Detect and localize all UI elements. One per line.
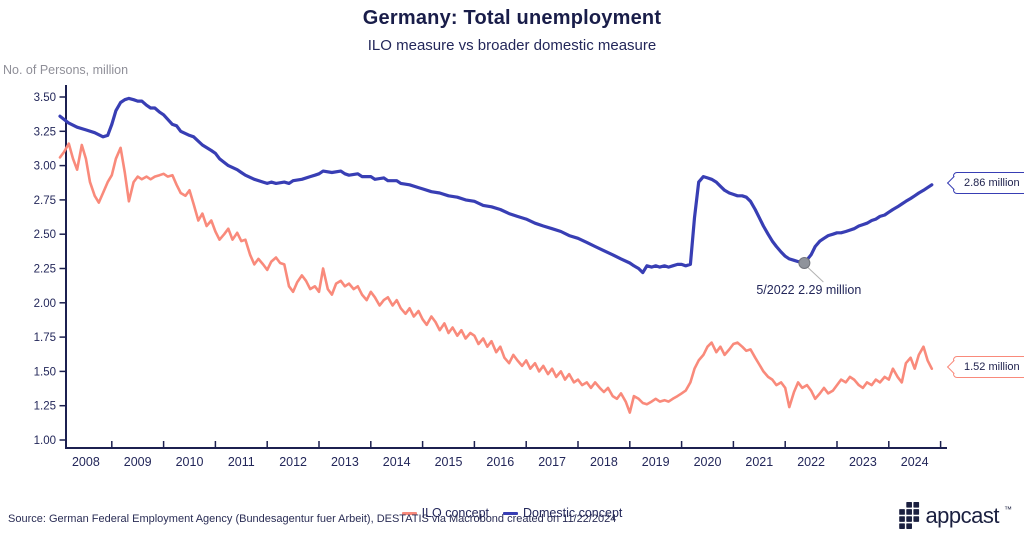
legend-label-ilo: ILO concept xyxy=(421,506,490,520)
page-title: Germany: Total unemployment xyxy=(362,7,662,29)
axes: 1.00 1.25 1.50 1.75 2.00 2.25 2.50 2.75 3.00 3.25… xyxy=(34,85,947,469)
series-line-ilo-concept xyxy=(58,142,934,414)
x-tick-label: 2015 xyxy=(435,455,463,469)
y-tick-label: 1.75 xyxy=(34,332,56,344)
y-tick-label: 3.00 xyxy=(34,161,56,173)
domestic-line-swatch-icon xyxy=(503,511,519,515)
annotation-connector xyxy=(807,266,824,283)
x-tick-label: 2008 xyxy=(72,455,100,469)
y-tick-label: 1.50 xyxy=(34,366,56,378)
page-subtitle: ILO measure vs broader domestic measure xyxy=(367,37,657,54)
y-tick-label: 2.50 xyxy=(34,229,56,241)
appcast-logo: appcast ™ xyxy=(899,502,1012,529)
annotation-point-label: 5/2022 2.29 million xyxy=(756,283,862,297)
x-tick-label: 2020 xyxy=(694,455,722,469)
callout-domestic-text: 2.86 million xyxy=(964,176,1020,189)
x-tick-label: 2012 xyxy=(279,455,307,469)
appcast-trademark: ™ xyxy=(1004,505,1012,514)
callout-ilo-value: 1.52 million xyxy=(953,355,1024,378)
y-tick-label: 2.00 xyxy=(34,298,56,310)
x-tick-label: 2017 xyxy=(538,455,566,469)
series-line-domestic-concept xyxy=(58,96,934,275)
axis-lines xyxy=(65,85,947,449)
legend-item-domestic: Domestic concept xyxy=(503,506,622,520)
x-tick-label: 2016 xyxy=(486,455,514,469)
x-tick-label: 2014 xyxy=(383,455,411,469)
y-tick-label: 2.75 xyxy=(34,195,56,207)
x-tick-label: 2024 xyxy=(901,455,929,469)
y-axis-unit-label: No. of Persons, million xyxy=(3,63,129,77)
x-tick-label: 2022 xyxy=(797,455,825,469)
x-tick-label: 2018 xyxy=(590,455,618,469)
x-tick-label: 2019 xyxy=(642,455,670,469)
y-tick-label: 1.25 xyxy=(34,401,56,413)
x-tick-label: 2023 xyxy=(849,455,877,469)
appcast-logo-text: appcast xyxy=(925,503,999,528)
y-tick-label: 1.00 xyxy=(34,435,56,447)
x-tick-label: 2013 xyxy=(331,455,359,469)
callout-domestic-value: 2.86 million xyxy=(953,171,1024,194)
y-tick-label: 3.50 xyxy=(34,92,56,104)
legend-label-domestic: Domestic concept xyxy=(523,506,623,520)
callout-ilo-text: 1.52 million xyxy=(964,360,1020,373)
y-tick-label: 2.25 xyxy=(34,264,56,276)
x-tick-label: 2011 xyxy=(228,455,255,469)
y-tick-label: 3.25 xyxy=(34,126,56,138)
ilo-line-swatch-icon xyxy=(401,511,417,515)
annotation-point-marker xyxy=(798,257,811,270)
x-tick-label: 2010 xyxy=(176,455,204,469)
x-tick-label: 2009 xyxy=(124,455,152,469)
x-tick-label: 2021 xyxy=(745,455,773,469)
chart-legend: ILO concept Domestic concept xyxy=(0,506,1024,520)
source-attribution: Source: German Federal Employment Agency… xyxy=(8,513,617,525)
legend-item-ilo: ILO concept xyxy=(401,506,490,520)
appcast-logo-icon xyxy=(899,502,920,529)
